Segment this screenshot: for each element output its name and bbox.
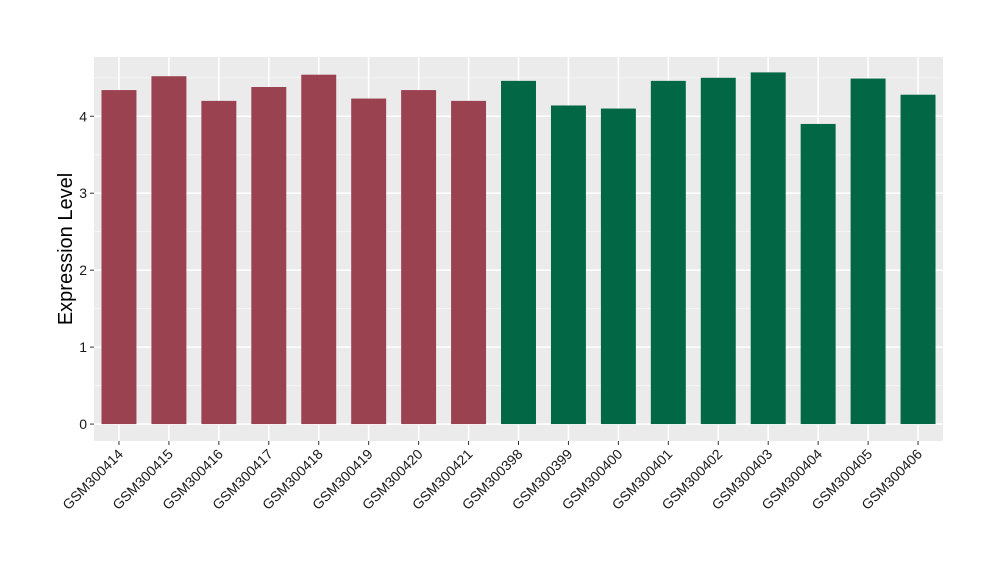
bar-GSM300398 [501, 80, 536, 425]
bars [101, 72, 936, 425]
bar-GSM300414 [101, 90, 137, 425]
y-tick-label: 1 [79, 339, 87, 355]
bar-GSM300419 [351, 98, 387, 425]
bar-GSM300403 [750, 72, 786, 425]
bar-GSM300421 [451, 100, 487, 425]
bar-GSM300402 [700, 77, 736, 425]
y-axis: 0 1 2 3 4 [79, 108, 94, 432]
y-tick-label: 3 [79, 185, 87, 201]
bar-GSM300418 [301, 74, 337, 425]
y-axis-title: Expression Level [55, 173, 77, 325]
x-axis: GSM300414GSM300415GSM300416GSM300417GSM3… [59, 441, 925, 513]
bar-GSM300416 [201, 100, 237, 425]
y-tick-label: 0 [79, 416, 87, 432]
y-tick-label: 4 [79, 108, 87, 124]
bar-GSM300401 [650, 80, 686, 425]
bar-GSM300400 [600, 108, 636, 425]
y-tick-label: 2 [79, 262, 87, 278]
bar-GSM300406 [900, 94, 936, 425]
bar-GSM300420 [401, 90, 437, 425]
bar-GSM300417 [251, 87, 287, 425]
bar-GSM300415 [151, 76, 187, 425]
bar-GSM300399 [550, 105, 586, 425]
bar-GSM300405 [850, 78, 886, 425]
bar-GSM300404 [800, 123, 836, 425]
